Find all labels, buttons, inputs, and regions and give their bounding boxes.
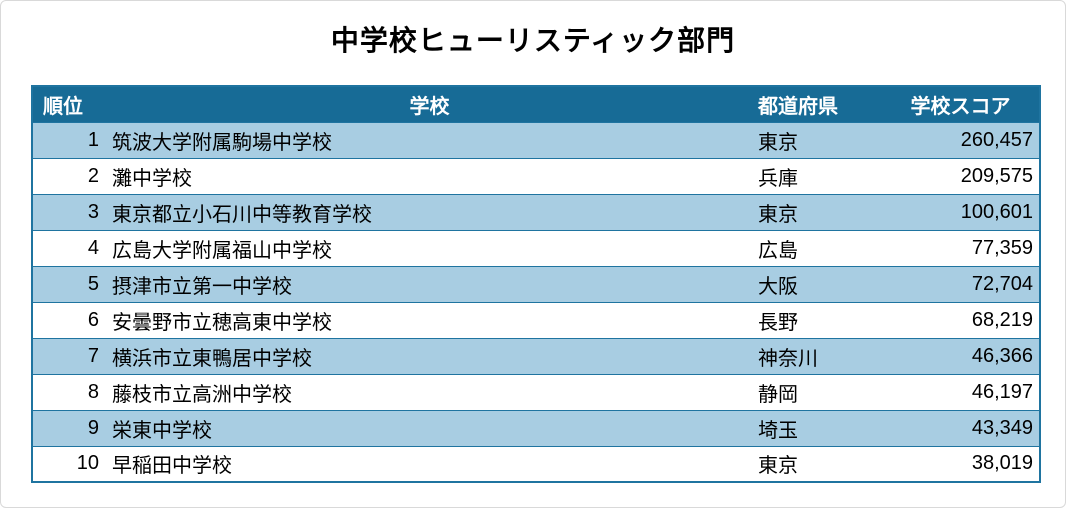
cell-rank: 4	[32, 229, 107, 267]
page-title: 中学校ヒューリスティック部門	[330, 25, 736, 56]
cell-prefecture: 広島	[752, 229, 882, 267]
cell-prefecture: 東京	[752, 121, 882, 159]
table-row: 2 灘中学校 兵庫 209,575	[32, 157, 1040, 195]
table-row: 6 安曇野市立穂高東中学校 長野 68,219	[32, 301, 1040, 339]
table-row: 1 筑波大学附属駒場中学校 東京 260,457	[32, 121, 1040, 159]
cell-score: 209,575	[882, 157, 1040, 195]
cell-score: 260,457	[882, 121, 1040, 159]
header-rank: 順位	[32, 85, 107, 123]
cell-school: 灘中学校	[107, 157, 752, 195]
cell-score: 72,704	[882, 265, 1040, 303]
cell-score: 68,219	[882, 301, 1040, 339]
table-row: 5 摂津市立第一中学校 大阪 72,704	[32, 265, 1040, 303]
cell-school: 早稲田中学校	[107, 445, 752, 483]
cell-prefecture: 東京	[752, 445, 882, 483]
table-header-row: 順位 学校 都道府県 学校スコア	[32, 85, 1040, 123]
table-row: 10 早稲田中学校 東京 38,019	[32, 445, 1040, 483]
cell-rank: 5	[32, 265, 107, 303]
cell-rank: 9	[32, 409, 107, 447]
cell-rank: 10	[32, 445, 107, 483]
cell-prefecture: 静岡	[752, 373, 882, 411]
cell-school: 安曇野市立穂高東中学校	[107, 301, 752, 339]
cell-prefecture: 埼玉	[752, 409, 882, 447]
cell-prefecture: 長野	[752, 301, 882, 339]
cell-rank: 8	[32, 373, 107, 411]
cell-school: 横浜市立東鴨居中学校	[107, 337, 752, 375]
cell-score: 43,349	[882, 409, 1040, 447]
ranking-table: 順位 学校 都道府県 学校スコア 1 筑波大学附属駒場中学校 東京 260,457 2 灘…	[31, 85, 1041, 483]
table-row: 8 藤枝市立高洲中学校 静岡 46,197	[32, 373, 1040, 411]
cell-rank: 6	[32, 301, 107, 339]
header-score: 学校スコア	[882, 85, 1040, 123]
cell-school: 栄東中学校	[107, 409, 752, 447]
table-row: 4 広島大学附属福山中学校 広島 77,359	[32, 229, 1040, 267]
cell-rank: 1	[32, 121, 107, 159]
table-body: 1 筑波大学附属駒場中学校 東京 260,457 2 灘中学校 兵庫 209,575 3 東京都立…	[32, 121, 1040, 483]
cell-prefecture: 兵庫	[752, 157, 882, 195]
cell-score: 100,601	[882, 193, 1040, 231]
header-school: 学校	[107, 85, 752, 123]
cell-prefecture: 大阪	[752, 265, 882, 303]
cell-school: 摂津市立第一中学校	[107, 265, 752, 303]
table-row: 3 東京都立小石川中等教育学校 東京 100,601	[32, 193, 1040, 231]
cell-prefecture: 東京	[752, 193, 882, 231]
cell-rank: 2	[32, 157, 107, 195]
table-header: 順位 学校 都道府県 学校スコア	[32, 85, 1040, 123]
cell-rank: 7	[32, 337, 107, 375]
cell-school: 藤枝市立高洲中学校	[107, 373, 752, 411]
cell-score: 38,019	[882, 445, 1040, 483]
cell-score: 46,197	[882, 373, 1040, 411]
cell-school: 広島大学附属福山中学校	[107, 229, 752, 267]
cell-prefecture: 神奈川	[752, 337, 882, 375]
cell-score: 77,359	[882, 229, 1040, 267]
cell-score: 46,366	[882, 337, 1040, 375]
table-row: 7 横浜市立東鴨居中学校 神奈川 46,366	[32, 337, 1040, 375]
cell-school: 筑波大学附属駒場中学校	[107, 121, 752, 159]
table-row: 9 栄東中学校 埼玉 43,349	[32, 409, 1040, 447]
cell-school: 東京都立小石川中等教育学校	[107, 193, 752, 231]
cell-rank: 3	[32, 193, 107, 231]
header-prefecture: 都道府県	[752, 85, 882, 123]
